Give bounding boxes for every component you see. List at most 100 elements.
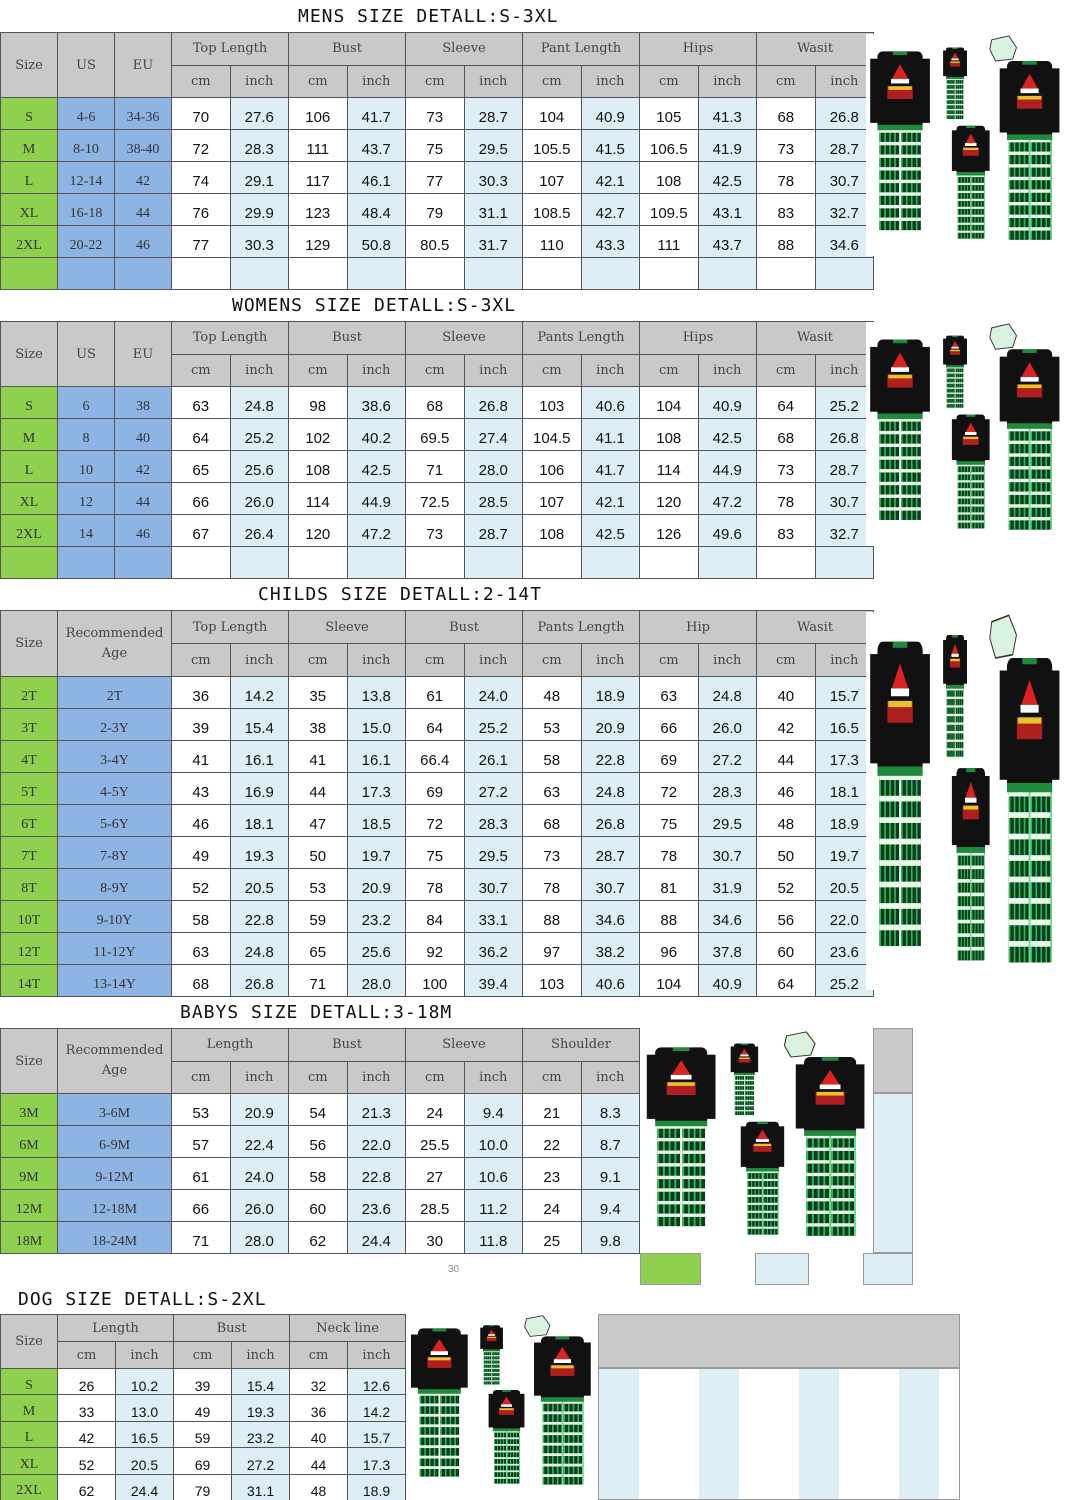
- measure-cell: 10.6: [463, 1157, 524, 1190]
- measure-cell: 25.6: [229, 450, 289, 483]
- measure-cell: 66: [171, 482, 231, 515]
- measure-cell: 108: [639, 418, 699, 451]
- measure-cell: 108: [288, 450, 348, 483]
- measure-cell: 47: [288, 804, 348, 837]
- measure-cell: 42.1: [580, 482, 641, 515]
- measure-cell: 15.7: [347, 1420, 407, 1449]
- measure-cell: 88: [756, 225, 816, 258]
- measure-cell: 26.0: [229, 1189, 289, 1222]
- measure-cell: 24.8: [229, 386, 289, 419]
- measure-cell: 41.5: [580, 129, 641, 162]
- measure-cell: 28.7: [580, 836, 641, 869]
- childs-size-table: Size Recommended Age Top Length Sleeve Bust P…: [0, 610, 875, 997]
- measure-cell: 77: [171, 225, 231, 258]
- filler-green-cell: [640, 1253, 701, 1285]
- measure-cell: 26.8: [229, 964, 289, 997]
- measure-cell: 105: [639, 97, 699, 130]
- measure-cell: [405, 257, 465, 290]
- header-group: Hips: [639, 321, 758, 355]
- measure-cell: [346, 546, 407, 579]
- measure-cell: 65: [171, 450, 231, 483]
- header-unit-inch: inch: [463, 643, 524, 677]
- header-unit-cm: cm: [405, 353, 465, 387]
- header-unit-inch: inch: [346, 1060, 407, 1094]
- header-unit-cm: cm: [405, 64, 465, 98]
- measure-cell: 13.8: [346, 676, 406, 709]
- measure-cell: 106: [288, 97, 348, 130]
- measure-cell: 39.4: [463, 964, 524, 997]
- filler-blue-cell: [863, 1253, 913, 1285]
- header-size: Size: [0, 1028, 58, 1094]
- table-row: S 6 38 63 24.8 98 38.6 68 26.8 103 40.6 104 40.9 64 25…: [0, 386, 875, 419]
- measure-cell: 40.9: [697, 964, 758, 997]
- fit-cell: 12-14: [57, 161, 115, 194]
- measure-cell: 26: [57, 1367, 116, 1396]
- measure-cell: 48: [522, 676, 582, 709]
- size-cell: XL: [0, 482, 58, 515]
- measure-cell: 31.1: [230, 1473, 291, 1500]
- measure-cell: 76: [171, 193, 231, 226]
- header-unit-inch: inch: [814, 643, 875, 677]
- measure-cell: 18.9: [347, 1473, 407, 1500]
- measure-cell: 40: [756, 676, 816, 709]
- measure-cell: 102: [288, 418, 348, 451]
- measure-cell: 29.5: [463, 836, 524, 869]
- size-cell: 4T: [0, 740, 58, 773]
- babys-footnote: 30: [448, 1264, 460, 1275]
- measure-cell: 25.5: [405, 1125, 465, 1158]
- header-unit-cm: cm: [522, 1060, 582, 1094]
- header-group: Pant Length: [522, 32, 641, 66]
- measure-cell: [171, 546, 231, 579]
- header-size: Size: [0, 321, 58, 387]
- measure-cell: 19.3: [229, 836, 289, 869]
- header-size: Size: [0, 1314, 58, 1369]
- family-pajamas-image: [642, 1030, 872, 1252]
- measure-cell: 15.0: [346, 708, 406, 741]
- size-cell: XL: [0, 1447, 58, 1475]
- measure-cell: 59: [173, 1420, 232, 1449]
- measure-cell: 14.2: [347, 1394, 407, 1422]
- measure-cell: 47.2: [697, 482, 758, 515]
- table-row: 18M 18-24M 71 28.0 62 24.4 30 11.8 25 9.8: [0, 1221, 641, 1254]
- header-unit-cm: cm: [289, 1341, 349, 1369]
- fit-cell: 2-3Y: [57, 708, 172, 741]
- header-unit-cm: cm: [756, 64, 816, 98]
- measure-cell: [463, 257, 524, 290]
- measure-cell: 18.9: [814, 804, 875, 837]
- measure-cell: 56: [756, 900, 816, 933]
- measure-cell: [171, 257, 231, 290]
- measure-cell: [463, 546, 524, 579]
- measure-cell: 49.6: [697, 514, 758, 547]
- header-eu: EU: [114, 32, 172, 98]
- fit-cell: 9-10Y: [57, 900, 172, 933]
- size-cell: 3M: [0, 1093, 58, 1126]
- header-group: Neck line: [289, 1314, 407, 1342]
- measure-cell: 38.6: [346, 386, 407, 419]
- table-row: 2XL 20-22 46 77 30.3 129 50.8 80.5 31.7 110 43.3 11…: [0, 225, 875, 258]
- header-unit-cm: cm: [171, 64, 231, 98]
- measure-cell: 41: [171, 740, 231, 773]
- measure-cell: [288, 546, 348, 579]
- measure-cell: 27.2: [230, 1447, 291, 1475]
- measure-cell: 64: [405, 708, 465, 741]
- measure-cell: 103: [522, 386, 582, 419]
- measure-cell: [756, 546, 816, 579]
- babys-title: BABYS SIZE DETALL:3-18M: [180, 1002, 453, 1023]
- measure-cell: 9.4: [463, 1093, 524, 1126]
- size-cell: 18M: [0, 1221, 58, 1254]
- measure-cell: 10.0: [463, 1125, 524, 1158]
- size-cell: S: [0, 386, 58, 419]
- measure-cell: 19.7: [814, 836, 875, 869]
- measure-cell: 63: [522, 772, 582, 805]
- header-unit-inch: inch: [697, 643, 758, 677]
- header-us: US: [57, 32, 115, 98]
- measure-cell: 68: [756, 418, 816, 451]
- measure-cell: 25.2: [229, 418, 289, 451]
- measure-cell: 43: [171, 772, 231, 805]
- header-group: Sleeve: [405, 32, 524, 66]
- measure-cell: 117: [288, 161, 348, 194]
- measure-cell: [814, 257, 875, 290]
- header-group: Bust: [172, 1314, 291, 1342]
- measure-cell: 54: [288, 1093, 348, 1126]
- measure-cell: 40.6: [580, 964, 641, 997]
